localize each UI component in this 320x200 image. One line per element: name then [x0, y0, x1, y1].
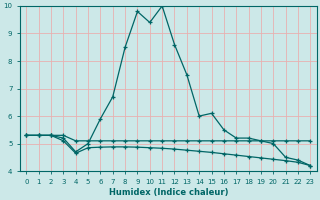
X-axis label: Humidex (Indice chaleur): Humidex (Indice chaleur) [108, 188, 228, 197]
